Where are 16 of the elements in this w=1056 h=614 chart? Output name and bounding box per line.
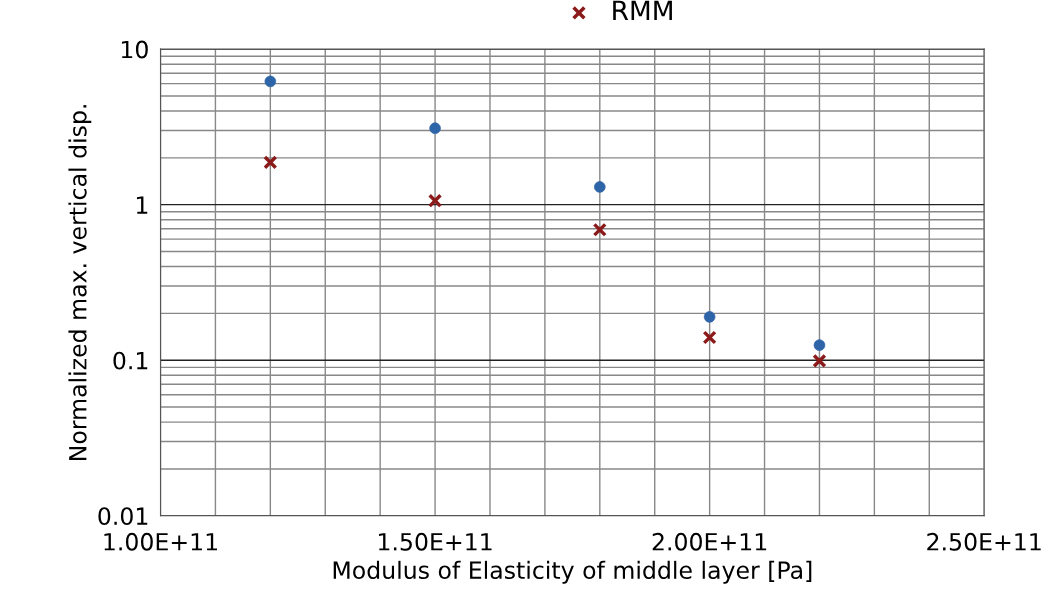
y-tick-label: 0.1 (113, 351, 148, 370)
point (592, 222, 607, 237)
point (702, 330, 717, 345)
point (812, 353, 827, 369)
y-axis-title: Normalized max. vertical disp. (68, 105, 92, 460)
y-tick-label: 1 (136, 196, 148, 214)
legend-label: RMM (613, 0, 672, 20)
x-tick-label: 2.00E+11 (652, 532, 767, 551)
x-tick-label: 1.50E+11 (379, 532, 492, 551)
y-tick-label: 10 (121, 40, 148, 59)
x-axis-title: Modulus of Elasticity of middle layer [Pa] (333, 560, 812, 584)
x-tick-label: 1.00E+11 (104, 532, 217, 551)
point (263, 155, 278, 170)
point (427, 193, 443, 208)
y-tick-label: 0.01 (98, 507, 148, 526)
x-tick-label: 2.50E+11 (927, 532, 1041, 551)
